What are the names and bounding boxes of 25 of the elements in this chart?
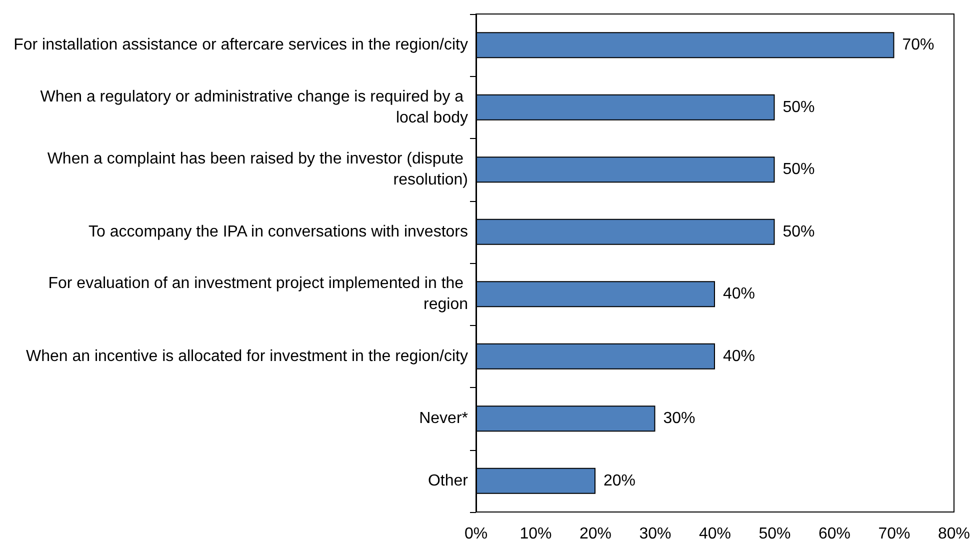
y-tick-label: To accompany the IPA in conversations with investors	[88, 223, 468, 240]
data-label: 50%	[782, 223, 815, 240]
x-tick-label: 40%	[698, 526, 732, 542]
data-label: 40%	[722, 348, 756, 365]
y-tick-label: For evaluation of an investment project implemented in the region	[48, 275, 468, 314]
y-tick-label: Never*	[419, 410, 468, 428]
y-tick-label: When a complaint has been raised by the investor (dispute resolution)	[47, 150, 468, 189]
x-tick-label: 60%	[818, 526, 851, 542]
x-tick-label: 0%	[464, 526, 488, 542]
data-label: 30%	[663, 410, 696, 428]
data-label: 40%	[722, 286, 756, 303]
x-tick-label: 20%	[579, 526, 612, 542]
y-tick-label: For installation assistance or aftercare services in the region/city	[14, 36, 468, 54]
data-label: 50%	[782, 98, 815, 116]
data-label: 50%	[782, 161, 815, 178]
x-tick-label: 70%	[878, 526, 910, 542]
y-tick-label: Other	[428, 472, 469, 490]
x-tick-label: 10%	[520, 526, 552, 542]
y-tick-label: When a regulatory or administrative change is required by a local body	[40, 88, 468, 126]
data-label: 70%	[902, 36, 934, 54]
y-tick-label: When an incentive is allocated for investment in the region/city	[26, 348, 468, 365]
x-tick-label: 30%	[639, 526, 672, 542]
x-tick-label: 80%	[938, 526, 970, 542]
x-tick-label: 50%	[758, 526, 791, 542]
data-label: 20%	[603, 472, 636, 490]
